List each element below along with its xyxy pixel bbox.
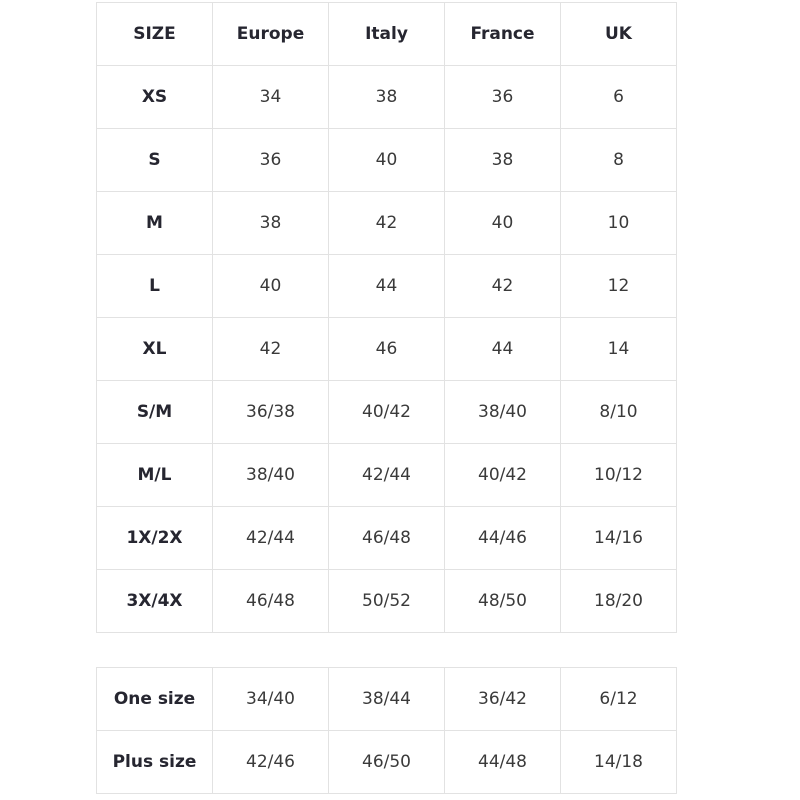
size-value-cell: 14 xyxy=(560,317,677,381)
size-value-cell: 40 xyxy=(444,191,561,255)
size-value-cell: 44 xyxy=(328,254,445,318)
size-value-cell: 40 xyxy=(328,128,445,192)
size-label-cell: 3X/4X xyxy=(96,569,213,633)
table-row: XL 42 46 44 14 xyxy=(96,317,677,381)
size-value-cell: 48/50 xyxy=(444,569,561,633)
size-label-cell: S/M xyxy=(96,380,213,444)
size-value-cell: 44/46 xyxy=(444,506,561,570)
size-value-cell: 14/16 xyxy=(560,506,677,570)
size-value-cell: 36/42 xyxy=(444,667,561,731)
column-header: France xyxy=(444,2,561,66)
size-label-cell: 1X/2X xyxy=(96,506,213,570)
size-value-cell: 36 xyxy=(444,65,561,129)
size-value-cell: 38/40 xyxy=(212,443,329,507)
size-label-cell: One size xyxy=(96,667,213,731)
size-value-cell: 12 xyxy=(560,254,677,318)
size-value-cell: 40 xyxy=(212,254,329,318)
size-value-cell: 38 xyxy=(328,65,445,129)
table-row: S/M 36/38 40/42 38/40 8/10 xyxy=(96,380,677,444)
size-value-cell: 40/42 xyxy=(444,443,561,507)
size-value-cell: 36 xyxy=(212,128,329,192)
extra-sizes-table: One size 34/40 38/44 36/42 6/12 Plus size 42/4… xyxy=(96,667,677,794)
size-value-cell: 38/40 xyxy=(444,380,561,444)
size-value-cell: 42 xyxy=(444,254,561,318)
size-value-cell: 10 xyxy=(560,191,677,255)
size-value-cell: 50/52 xyxy=(328,569,445,633)
column-header: SIZE xyxy=(96,2,213,66)
size-value-cell: 46/48 xyxy=(212,569,329,633)
size-label-cell: XS xyxy=(96,65,213,129)
size-chart-table: SIZE Europe Italy France UK XS 34 38 36 6 S 36 40 38 8… xyxy=(96,2,677,633)
size-value-cell: 8/10 xyxy=(560,380,677,444)
size-value-cell: 42 xyxy=(212,317,329,381)
size-value-cell: 6 xyxy=(560,65,677,129)
header-row: SIZE Europe Italy France UK xyxy=(96,2,677,66)
size-value-cell: 38 xyxy=(444,128,561,192)
table-row: S 36 40 38 8 xyxy=(96,128,677,192)
size-value-cell: 46/50 xyxy=(328,730,445,794)
size-label-cell: M xyxy=(96,191,213,255)
size-value-cell: 38/44 xyxy=(328,667,445,731)
table-row: L 40 44 42 12 xyxy=(96,254,677,318)
size-label-cell: M/L xyxy=(96,443,213,507)
size-label-cell: XL xyxy=(96,317,213,381)
size-label-cell: S xyxy=(96,128,213,192)
table-row: XS 34 38 36 6 xyxy=(96,65,677,129)
size-value-cell: 36/38 xyxy=(212,380,329,444)
table-row: Plus size 42/46 46/50 44/48 14/18 xyxy=(96,730,677,794)
size-value-cell: 42/46 xyxy=(212,730,329,794)
size-value-cell: 44/48 xyxy=(444,730,561,794)
size-value-cell: 14/18 xyxy=(560,730,677,794)
table-row: 1X/2X 42/44 46/48 44/46 14/16 xyxy=(96,506,677,570)
size-value-cell: 18/20 xyxy=(560,569,677,633)
table-row: M 38 42 40 10 xyxy=(96,191,677,255)
size-value-cell: 34/40 xyxy=(212,667,329,731)
table-row: M/L 38/40 42/44 40/42 10/12 xyxy=(96,443,677,507)
size-value-cell: 46 xyxy=(328,317,445,381)
size-value-cell: 40/42 xyxy=(328,380,445,444)
column-header: UK xyxy=(560,2,677,66)
table-row: 3X/4X 46/48 50/52 48/50 18/20 xyxy=(96,569,677,633)
size-value-cell: 42/44 xyxy=(212,506,329,570)
size-value-cell: 42 xyxy=(328,191,445,255)
size-value-cell: 44 xyxy=(444,317,561,381)
size-value-cell: 46/48 xyxy=(328,506,445,570)
size-value-cell: 6/12 xyxy=(560,667,677,731)
size-value-cell: 8 xyxy=(560,128,677,192)
column-header: Italy xyxy=(328,2,445,66)
size-label-cell: L xyxy=(96,254,213,318)
size-value-cell: 42/44 xyxy=(328,443,445,507)
size-value-cell: 38 xyxy=(212,191,329,255)
size-value-cell: 10/12 xyxy=(560,443,677,507)
size-label-cell: Plus size xyxy=(96,730,213,794)
table-row: One size 34/40 38/44 36/42 6/12 xyxy=(96,667,677,731)
column-header: Europe xyxy=(212,2,329,66)
size-value-cell: 34 xyxy=(212,65,329,129)
